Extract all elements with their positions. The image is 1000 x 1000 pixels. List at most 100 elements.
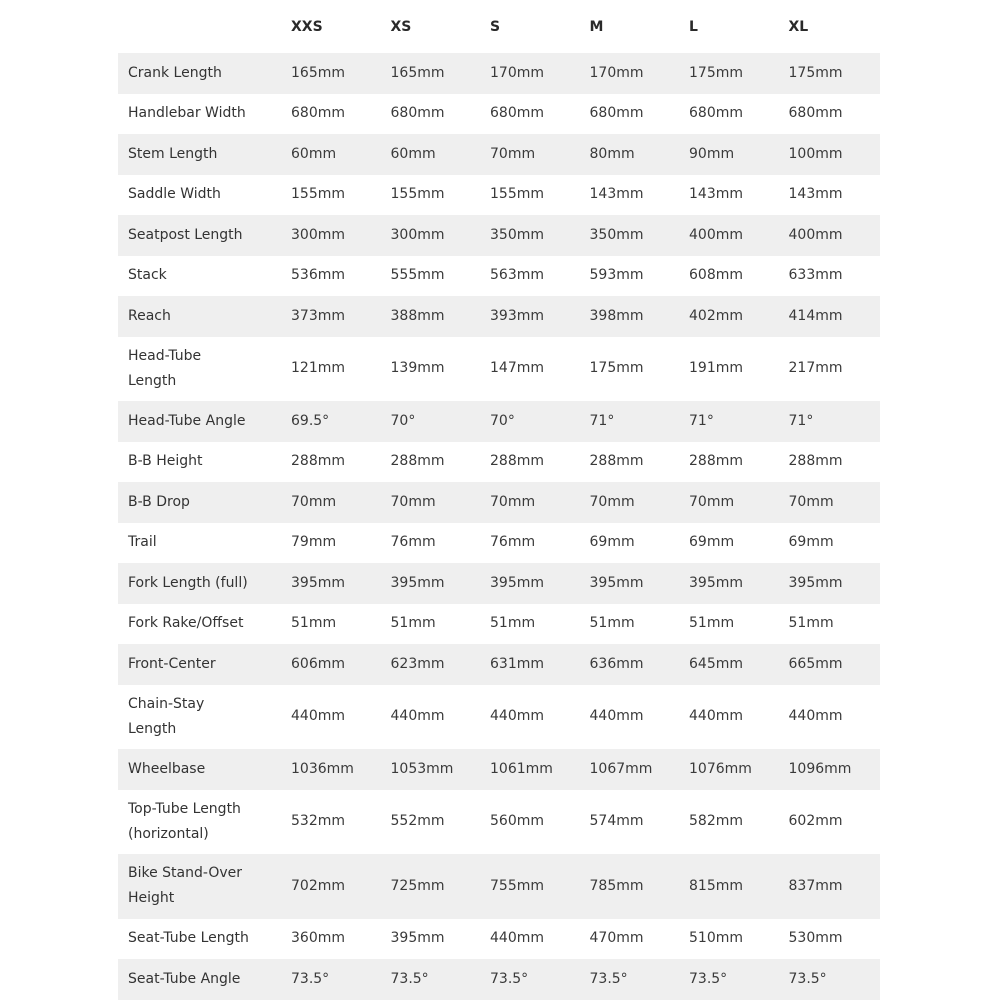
row-label: Saddle Width: [128, 186, 221, 203]
row-label: Head-Tube Angle: [118, 401, 283, 442]
cell-value: 73.5°: [382, 959, 482, 1000]
cell-value: 608mm: [689, 267, 743, 284]
table-row: Head-Tube Angle 69.5° 70° 70° 71° 71° 71°: [118, 401, 880, 442]
table-row: Fork Rake/Offset 51mm 51mm 51mm 51mm 51mm 51mm: [118, 604, 880, 645]
cell-value: 395mm: [780, 563, 880, 604]
cell-value: 80mm: [581, 134, 681, 175]
cell-value: 300mm: [382, 215, 482, 256]
cell-value: 470mm: [589, 930, 644, 947]
cell-value: 402mm: [681, 296, 781, 337]
cell-value: 165mm: [382, 53, 482, 94]
cell-value: 530mm: [788, 930, 843, 947]
cell-value: 51mm: [390, 615, 436, 632]
cell-value: 360mm: [291, 930, 345, 947]
cell-value: 1053mm: [382, 749, 482, 790]
cell-value: 645mm: [681, 644, 781, 685]
cell-value: 70mm: [482, 134, 582, 175]
cell-value: 606mm: [283, 644, 383, 685]
cell-value: 70mm: [780, 482, 880, 523]
cell-value: 165mm: [283, 53, 383, 94]
cell-value: 680mm: [589, 105, 644, 122]
cell-value: 217mm: [788, 360, 843, 377]
row-label: Seat-Tube Angle: [118, 959, 283, 1000]
row-label: Head-Tube Length: [128, 347, 202, 389]
cell-value: 536mm: [291, 267, 345, 284]
cell-value: 175mm: [681, 53, 781, 94]
table-row: Wheelbase 1036mm 1053mm 1061mm 1067mm 1076mm 1…: [118, 749, 880, 790]
row-label: Fork Rake/Offset: [128, 615, 244, 632]
header-corner: [118, 0, 283, 53]
cell-value: 1036mm: [283, 749, 383, 790]
cell-value: 73.5°: [283, 959, 383, 1000]
cell-value: 155mm: [490, 186, 544, 203]
cell-value: 373mm: [283, 296, 383, 337]
cell-value: 70°: [482, 401, 582, 442]
cell-value: 155mm: [390, 186, 445, 203]
cell-value: 350mm: [482, 215, 582, 256]
cell-value: 288mm: [291, 453, 345, 470]
cell-value: 702mm: [283, 854, 383, 919]
cell-value: 51mm: [788, 615, 834, 632]
cell-value: 60mm: [382, 134, 482, 175]
geometry-table-wrap: XXS XS S M L XL Crank Length 165mm 165mm 170mm 17…: [118, 0, 880, 1000]
cell-value: 73.5°: [581, 959, 681, 1000]
cell-value: 563mm: [490, 267, 544, 284]
cell-value: 388mm: [382, 296, 482, 337]
cell-value: 175mm: [589, 360, 644, 377]
table-row: Stack 536mm 555mm 563mm 593mm 608mm 633mm: [118, 256, 880, 297]
cell-value: 71°: [581, 401, 681, 442]
cell-value: 76mm: [490, 534, 536, 551]
cell-value: 70mm: [382, 482, 482, 523]
cell-value: 69.5°: [283, 401, 383, 442]
cell-value: 51mm: [291, 615, 337, 632]
cell-value: 398mm: [581, 296, 681, 337]
cell-value: 400mm: [681, 215, 781, 256]
cell-value: 71°: [681, 401, 781, 442]
cell-value: 602mm: [788, 813, 843, 830]
column-header: XXS: [291, 18, 323, 35]
cell-value: 70mm: [482, 482, 582, 523]
column-header: XL: [788, 18, 809, 35]
cell-value: 155mm: [291, 186, 345, 203]
cell-value: 70mm: [283, 482, 383, 523]
cell-value: 143mm: [589, 186, 644, 203]
row-label: Reach: [118, 296, 283, 337]
row-label: Seat-Tube Length: [128, 930, 249, 947]
cell-value: 288mm: [490, 453, 544, 470]
cell-value: 785mm: [581, 854, 681, 919]
cell-value: 395mm: [390, 930, 445, 947]
cell-value: 1067mm: [581, 749, 681, 790]
cell-value: 288mm: [788, 453, 843, 470]
cell-value: 440mm: [291, 708, 345, 725]
row-label: B-B Height: [128, 453, 203, 470]
cell-value: 414mm: [780, 296, 880, 337]
table-row: Saddle Width 155mm 155mm 155mm 143mm 143mm 143…: [118, 175, 880, 216]
table-row: Seat-Tube Angle 73.5° 73.5° 73.5° 73.5° 73.5°…: [118, 959, 880, 1000]
cell-value: 288mm: [589, 453, 644, 470]
row-label: Stack: [128, 267, 167, 284]
column-header: M: [589, 18, 604, 35]
cell-value: 300mm: [283, 215, 383, 256]
cell-value: 680mm: [390, 105, 445, 122]
cell-value: 440mm: [490, 930, 544, 947]
cell-value: 574mm: [589, 813, 644, 830]
cell-value: 143mm: [788, 186, 843, 203]
row-label: Stem Length: [118, 134, 283, 175]
row-label: Fork Length (full): [118, 563, 283, 604]
cell-value: 395mm: [581, 563, 681, 604]
cell-value: 440mm: [589, 708, 644, 725]
cell-value: 755mm: [482, 854, 582, 919]
column-header: L: [689, 18, 698, 35]
cell-value: 395mm: [681, 563, 781, 604]
row-label: B-B Drop: [118, 482, 283, 523]
cell-value: 51mm: [689, 615, 735, 632]
cell-value: 1076mm: [681, 749, 781, 790]
table-row: Reach 373mm 388mm 393mm 398mm 402mm 414mm: [118, 296, 880, 337]
row-label: Crank Length: [118, 53, 283, 94]
cell-value: 170mm: [482, 53, 582, 94]
cell-value: 680mm: [291, 105, 345, 122]
cell-value: 79mm: [291, 534, 337, 551]
cell-value: 69mm: [689, 534, 735, 551]
row-label: Top-Tube Length (horizontal): [128, 800, 241, 842]
row-label: Handlebar Width: [128, 105, 246, 122]
